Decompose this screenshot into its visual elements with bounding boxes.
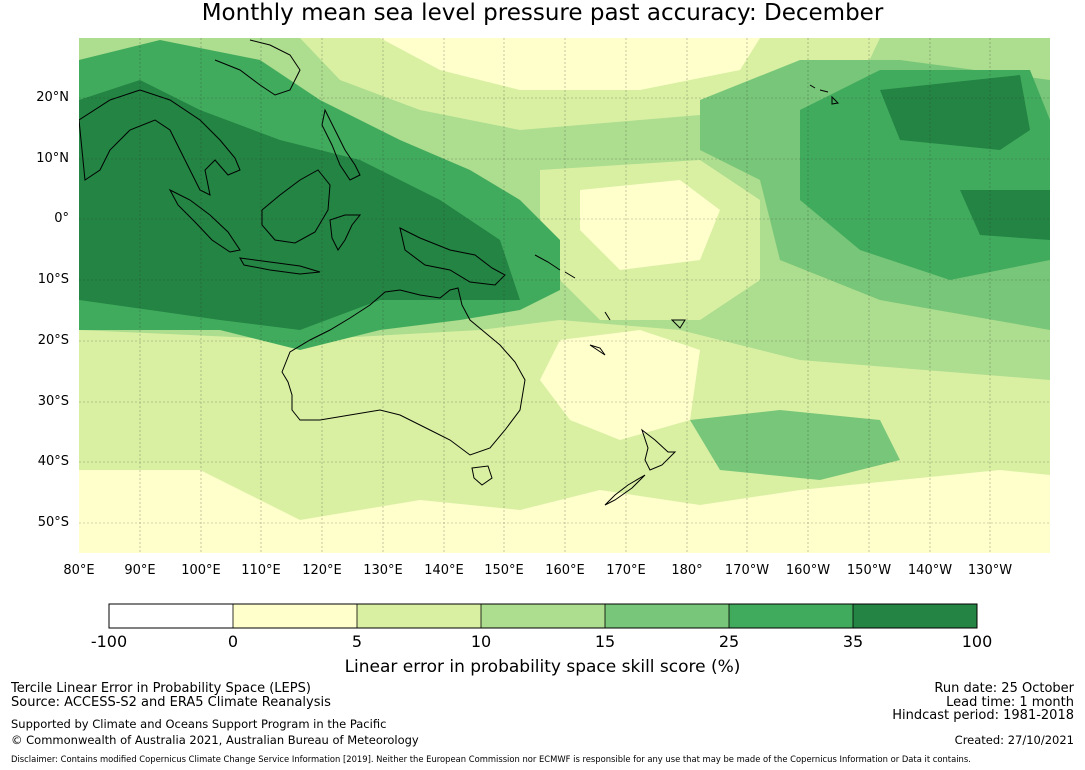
- sumatra-coastline: [168, 188, 241, 253]
- lon-label-140W: 140°W: [907, 563, 953, 578]
- colorbar-bin-5-10: [357, 604, 481, 628]
- lat-label-50S: 50°S: [37, 515, 69, 530]
- lon-label-120E: 120°E: [302, 563, 342, 578]
- colorbar: [108, 603, 978, 629]
- china-coastline: [214, 39, 301, 96]
- colorbar-bin-15-25: [605, 604, 729, 628]
- field-zone-ne-pacific-core: [880, 75, 1030, 150]
- lon-label-170E: 170°E: [606, 563, 646, 578]
- lat-label-10S: 10°S: [37, 272, 69, 287]
- sulawesi-coastline: [329, 214, 362, 251]
- lon-label-90E: 90°E: [124, 563, 156, 578]
- footer-created: Created: 27/10/2021: [954, 733, 1074, 747]
- lon-label-170W: 170°W: [724, 563, 770, 578]
- lat-label-30S: 30°S: [37, 394, 69, 409]
- field-zone-equatorial-core: [960, 190, 1050, 240]
- field-zone-tasman: [540, 330, 700, 440]
- lon-label-150E: 150°E: [484, 563, 524, 578]
- lat-label-10N: 10°N: [36, 151, 69, 166]
- field-zone-nz: [690, 410, 900, 480]
- new-guinea-coastline: [399, 227, 506, 286]
- australia-coastline: [281, 287, 526, 456]
- hawaii-islands: [809, 84, 840, 105]
- field-zone-central-yellow: [580, 180, 720, 270]
- colorbar-tick-0: 0: [227, 632, 239, 651]
- colorbar-tick-15: 15: [594, 632, 616, 651]
- footer-source: Source: ACCESS-S2 and ERA5 Climate Reana…: [11, 695, 331, 710]
- colorbar-label: Linear error in probability space skill …: [344, 657, 741, 677]
- lon-label-160E: 160°E: [545, 563, 585, 578]
- new-caledonia: [589, 344, 606, 356]
- new-zealand-coastline: [604, 428, 677, 506]
- colorbar-tick-100: 100: [961, 632, 993, 651]
- skill-score-map: [79, 38, 1050, 553]
- lat-label-20N: 20°N: [36, 90, 69, 105]
- fiji-islands: [670, 319, 686, 329]
- colorbar-bin-0-5: [233, 604, 357, 628]
- colorbar-bin-25-35: [729, 604, 853, 628]
- lon-label-140E: 140°E: [424, 563, 464, 578]
- footer-run-date: Run date: 25 October: [934, 681, 1074, 696]
- lon-label-110E: 110°E: [241, 563, 281, 578]
- skill-field: [79, 38, 1050, 553]
- footer-lead-time: Lead time: 1 month: [946, 695, 1074, 710]
- lon-label-160W: 160°W: [785, 563, 831, 578]
- borneo-coastline: [261, 169, 331, 244]
- footer-disclaimer: Disclaimer: Contains modified Copernicus…: [11, 754, 971, 764]
- field-zone-aus-interior: [300, 350, 520, 450]
- lon-label-80E: 80°E: [63, 563, 95, 578]
- field-zone-maritime-core: [79, 80, 520, 330]
- footer-copyright: © Commonwealth of Australia 2021, Austra…: [11, 733, 419, 747]
- philippines-coastline: [321, 108, 361, 181]
- chart-title: Monthly mean sea level pressure past acc…: [201, 0, 884, 26]
- colorbar-outline: [108, 603, 978, 629]
- colorbar-tick-10: 10: [470, 632, 492, 651]
- lat-label-40S: 40°S: [37, 454, 69, 469]
- footer-hindcast: Hindcast period: 1981-2018: [892, 708, 1074, 723]
- colorbar-tick-neg100: -100: [90, 632, 128, 651]
- lat-label-0: 0°: [54, 211, 69, 226]
- mainland-asia-coastline: [79, 89, 241, 196]
- lon-label-130E: 130°E: [363, 563, 403, 578]
- lon-label-180: 180°: [671, 563, 703, 578]
- field-zone-north-yellow: [380, 38, 760, 90]
- colorbar-tick-25: 25: [718, 632, 740, 651]
- lon-label-100E: 100°E: [181, 563, 221, 578]
- colorbar-bin-10-15: [481, 604, 605, 628]
- colorbar-tick-5: 5: [351, 632, 363, 651]
- solomon-islands: [534, 254, 576, 279]
- vanuatu-islands: [604, 311, 611, 321]
- footer-support: Supported by Climate and Oceans Support …: [11, 717, 387, 731]
- java-coastline: [239, 257, 321, 275]
- lon-label-150W: 150°W: [846, 563, 892, 578]
- lat-label-20S: 20°S: [37, 333, 69, 348]
- footer-method: Tercile Linear Error in Probability Spac…: [11, 681, 311, 696]
- lon-label-130W: 130°W: [967, 563, 1013, 578]
- tasmania-coastline: [471, 465, 493, 486]
- colorbar-bin-neg100-0: [109, 604, 233, 628]
- colorbar-tick-35: 35: [842, 632, 864, 651]
- graticule: [79, 38, 1050, 553]
- field-zone-south-yellow: [79, 470, 1050, 553]
- colorbar-bin-35-100: [853, 604, 977, 628]
